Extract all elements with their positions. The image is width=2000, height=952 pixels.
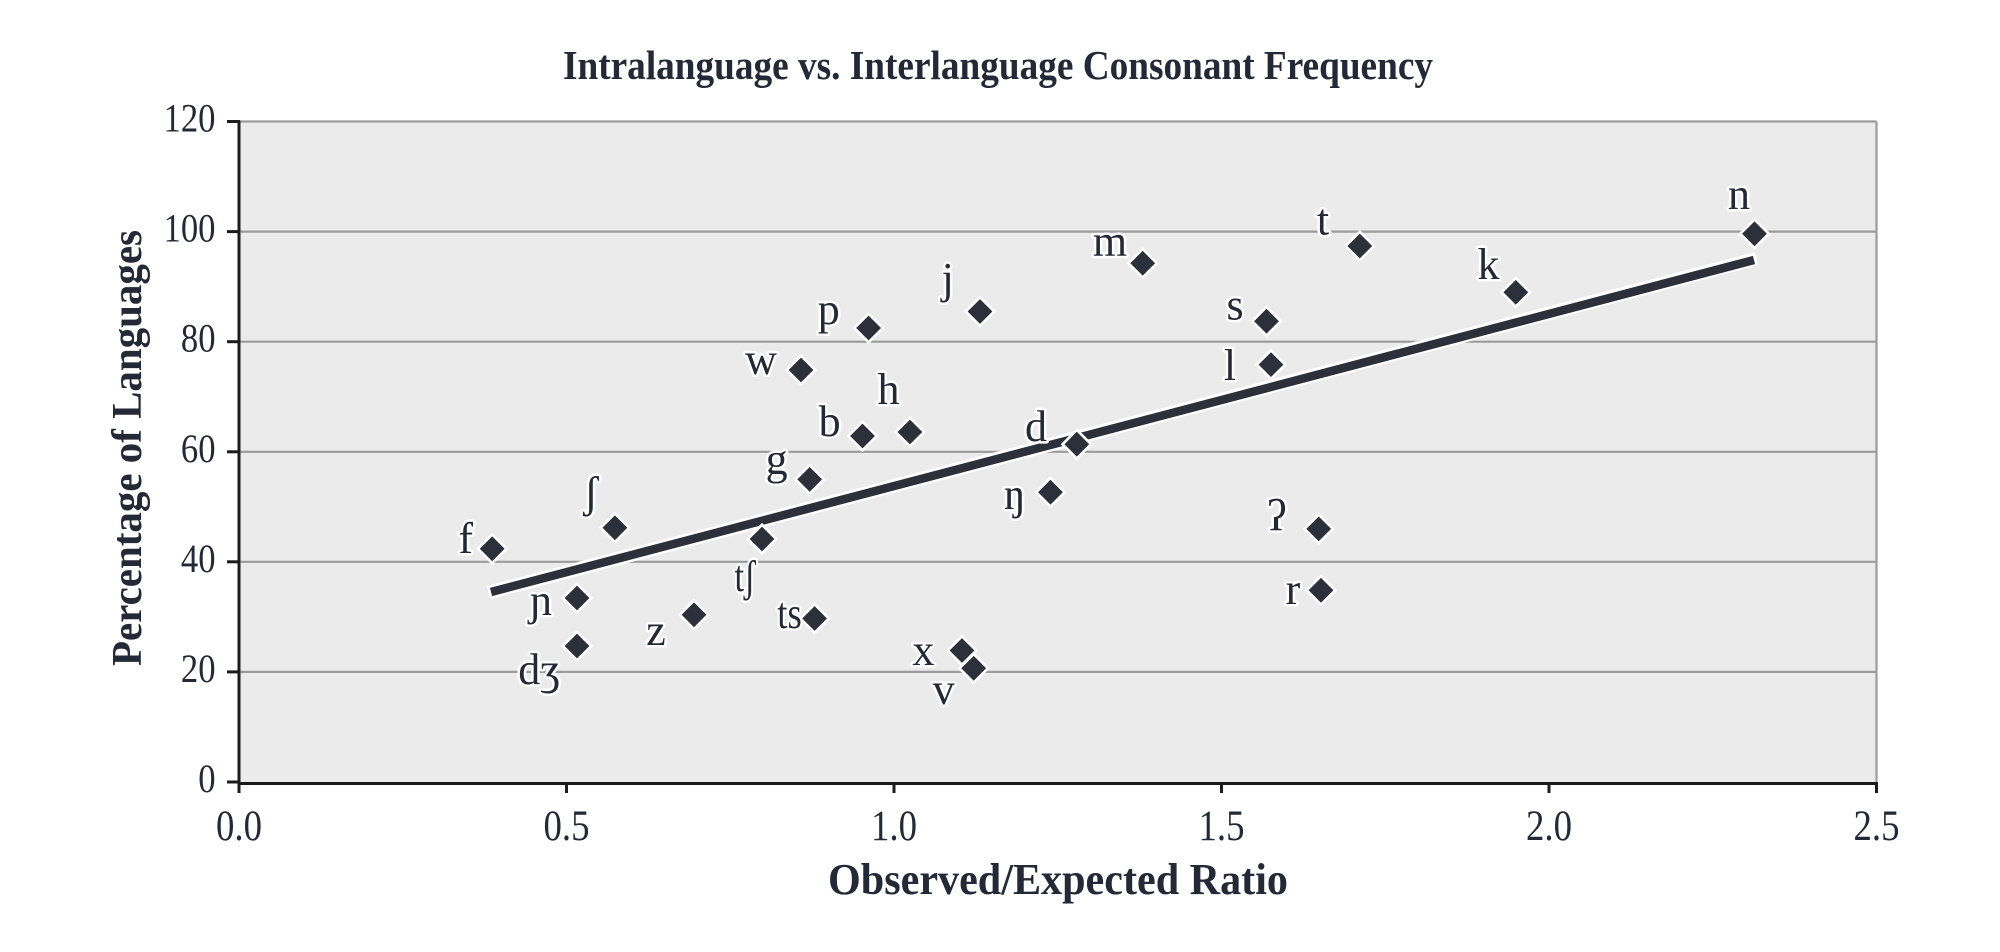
svg-text:l: l <box>1224 341 1236 390</box>
svg-text:0.5: 0.5 <box>544 803 590 850</box>
svg-text:tʃ: tʃ <box>735 552 757 601</box>
svg-text:p: p <box>818 285 840 334</box>
svg-text:1.0: 1.0 <box>871 803 917 850</box>
svg-text:ɲ: ɲ <box>527 576 552 625</box>
svg-text:ŋ: ŋ <box>1004 470 1026 519</box>
svg-text:s: s <box>1226 281 1243 330</box>
svg-text:j: j <box>940 254 954 303</box>
svg-text:w: w <box>745 335 777 384</box>
svg-text:120: 120 <box>164 96 216 141</box>
svg-text:m: m <box>1093 217 1127 266</box>
svg-text:80: 80 <box>181 316 216 361</box>
svg-text:100: 100 <box>164 206 216 251</box>
svg-text:f: f <box>458 514 473 563</box>
svg-text:k: k <box>1478 240 1500 289</box>
svg-text:ʃ: ʃ <box>583 468 600 517</box>
svg-text:2.0: 2.0 <box>1526 803 1572 850</box>
svg-text:ts: ts <box>777 589 802 638</box>
svg-text:Observed/Expected Ratio: Observed/Expected Ratio <box>828 855 1288 904</box>
svg-text:dʒ: dʒ <box>518 645 560 694</box>
svg-text:t: t <box>1317 196 1329 245</box>
svg-text:1.5: 1.5 <box>1199 803 1245 850</box>
svg-text:d: d <box>1025 402 1047 451</box>
svg-text:b: b <box>819 397 841 446</box>
svg-text:v: v <box>933 665 955 714</box>
svg-text:Intralanguage vs. Interlanguag: Intralanguage vs. Interlanguage Consonan… <box>563 42 1433 88</box>
svg-text:Percentage of Languages: Percentage of Languages <box>105 230 151 666</box>
svg-text:z: z <box>646 606 666 655</box>
svg-text:0: 0 <box>198 756 215 801</box>
svg-text:60: 60 <box>181 426 216 471</box>
svg-text:h: h <box>878 365 900 414</box>
svg-text:n: n <box>1728 170 1750 219</box>
svg-text:r: r <box>1286 565 1301 614</box>
svg-text:40: 40 <box>181 536 216 581</box>
svg-text:x: x <box>912 626 934 675</box>
svg-text:20: 20 <box>181 646 216 691</box>
svg-text:ʔ: ʔ <box>1267 491 1287 540</box>
svg-text:2.5: 2.5 <box>1854 803 1900 850</box>
svg-text:0.0: 0.0 <box>216 803 262 850</box>
svg-text:g: g <box>766 435 788 484</box>
